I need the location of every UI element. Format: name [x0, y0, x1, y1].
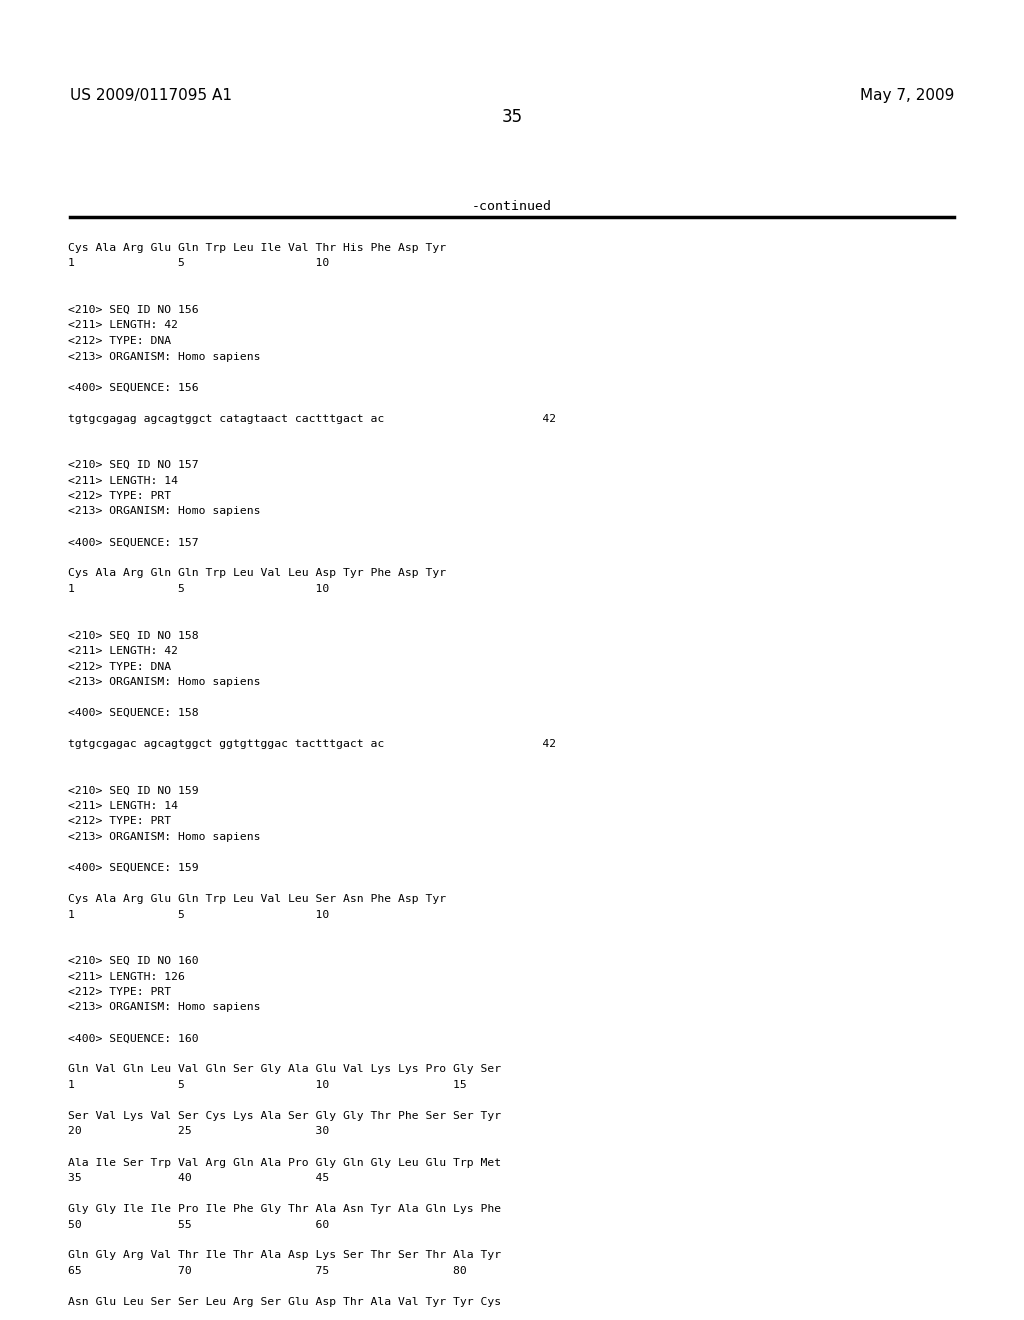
Text: Ser Val Lys Val Ser Cys Lys Ala Ser Gly Gly Thr Phe Ser Ser Tyr: Ser Val Lys Val Ser Cys Lys Ala Ser Gly … — [68, 1111, 501, 1121]
Text: <213> ORGANISM: Homo sapiens: <213> ORGANISM: Homo sapiens — [68, 1002, 260, 1012]
Text: <213> ORGANISM: Homo sapiens: <213> ORGANISM: Homo sapiens — [68, 507, 260, 516]
Text: May 7, 2009: May 7, 2009 — [860, 88, 954, 103]
Text: <211> LENGTH: 42: <211> LENGTH: 42 — [68, 645, 178, 656]
Text: 35              40                  45: 35 40 45 — [68, 1173, 330, 1183]
Text: 1               5                   10                  15: 1 5 10 15 — [68, 1080, 467, 1090]
Text: <211> LENGTH: 126: <211> LENGTH: 126 — [68, 972, 185, 982]
Text: 20              25                  30: 20 25 30 — [68, 1126, 330, 1137]
Text: <210> SEQ ID NO 159: <210> SEQ ID NO 159 — [68, 785, 199, 796]
Text: <212> TYPE: DNA: <212> TYPE: DNA — [68, 661, 171, 672]
Text: 35: 35 — [502, 108, 522, 125]
Text: <210> SEQ ID NO 157: <210> SEQ ID NO 157 — [68, 459, 199, 470]
Text: Asn Glu Leu Ser Ser Leu Arg Ser Glu Asp Thr Ala Val Tyr Tyr Cys: Asn Glu Leu Ser Ser Leu Arg Ser Glu Asp … — [68, 1298, 501, 1307]
Text: Gly Gly Ile Ile Pro Ile Phe Gly Thr Ala Asn Tyr Ala Gln Lys Phe: Gly Gly Ile Ile Pro Ile Phe Gly Thr Ala … — [68, 1204, 501, 1214]
Text: 1               5                   10: 1 5 10 — [68, 583, 330, 594]
Text: <210> SEQ ID NO 160: <210> SEQ ID NO 160 — [68, 956, 199, 966]
Text: <210> SEQ ID NO 156: <210> SEQ ID NO 156 — [68, 305, 199, 315]
Text: <400> SEQUENCE: 160: <400> SEQUENCE: 160 — [68, 1034, 199, 1044]
Text: <213> ORGANISM: Homo sapiens: <213> ORGANISM: Homo sapiens — [68, 832, 260, 842]
Text: <212> TYPE: PRT: <212> TYPE: PRT — [68, 491, 171, 502]
Text: <400> SEQUENCE: 157: <400> SEQUENCE: 157 — [68, 537, 199, 548]
Text: 50              55                  60: 50 55 60 — [68, 1220, 330, 1229]
Text: <211> LENGTH: 14: <211> LENGTH: 14 — [68, 475, 178, 486]
Text: <213> ORGANISM: Homo sapiens: <213> ORGANISM: Homo sapiens — [68, 351, 260, 362]
Text: 1               5                   10: 1 5 10 — [68, 259, 330, 268]
Text: <210> SEQ ID NO 158: <210> SEQ ID NO 158 — [68, 631, 199, 640]
Text: <212> TYPE: PRT: <212> TYPE: PRT — [68, 817, 171, 826]
Text: Cys Ala Arg Gln Gln Trp Leu Val Leu Asp Tyr Phe Asp Tyr: Cys Ala Arg Gln Gln Trp Leu Val Leu Asp … — [68, 569, 446, 578]
Text: <400> SEQUENCE: 158: <400> SEQUENCE: 158 — [68, 708, 199, 718]
Text: <211> LENGTH: 14: <211> LENGTH: 14 — [68, 801, 178, 810]
Text: Gln Val Gln Leu Val Gln Ser Gly Ala Glu Val Lys Lys Pro Gly Ser: Gln Val Gln Leu Val Gln Ser Gly Ala Glu … — [68, 1064, 501, 1074]
Text: 1               5                   10: 1 5 10 — [68, 909, 330, 920]
Text: -continued: -continued — [472, 201, 552, 213]
Text: 65              70                  75                  80: 65 70 75 80 — [68, 1266, 467, 1276]
Text: <211> LENGTH: 42: <211> LENGTH: 42 — [68, 321, 178, 330]
Text: Ala Ile Ser Trp Val Arg Gln Ala Pro Gly Gln Gly Leu Glu Trp Met: Ala Ile Ser Trp Val Arg Gln Ala Pro Gly … — [68, 1158, 501, 1167]
Text: US 2009/0117095 A1: US 2009/0117095 A1 — [70, 88, 231, 103]
Text: <212> TYPE: DNA: <212> TYPE: DNA — [68, 337, 171, 346]
Text: <400> SEQUENCE: 159: <400> SEQUENCE: 159 — [68, 863, 199, 873]
Text: <400> SEQUENCE: 156: <400> SEQUENCE: 156 — [68, 383, 199, 392]
Text: <212> TYPE: PRT: <212> TYPE: PRT — [68, 987, 171, 997]
Text: Cys Ala Arg Glu Gln Trp Leu Val Leu Ser Asn Phe Asp Tyr: Cys Ala Arg Glu Gln Trp Leu Val Leu Ser … — [68, 894, 446, 904]
Text: tgtgcgagac agcagtggct ggtgttggac tactttgact ac                       42: tgtgcgagac agcagtggct ggtgttggac tactttg… — [68, 739, 556, 748]
Text: Gln Gly Arg Val Thr Ile Thr Ala Asp Lys Ser Thr Ser Thr Ala Tyr: Gln Gly Arg Val Thr Ile Thr Ala Asp Lys … — [68, 1250, 501, 1261]
Text: Cys Ala Arg Glu Gln Trp Leu Ile Val Thr His Phe Asp Tyr: Cys Ala Arg Glu Gln Trp Leu Ile Val Thr … — [68, 243, 446, 253]
Text: <213> ORGANISM: Homo sapiens: <213> ORGANISM: Homo sapiens — [68, 677, 260, 686]
Text: tgtgcgagag agcagtggct catagtaact cactttgact ac                       42: tgtgcgagag agcagtggct catagtaact cactttg… — [68, 413, 556, 424]
